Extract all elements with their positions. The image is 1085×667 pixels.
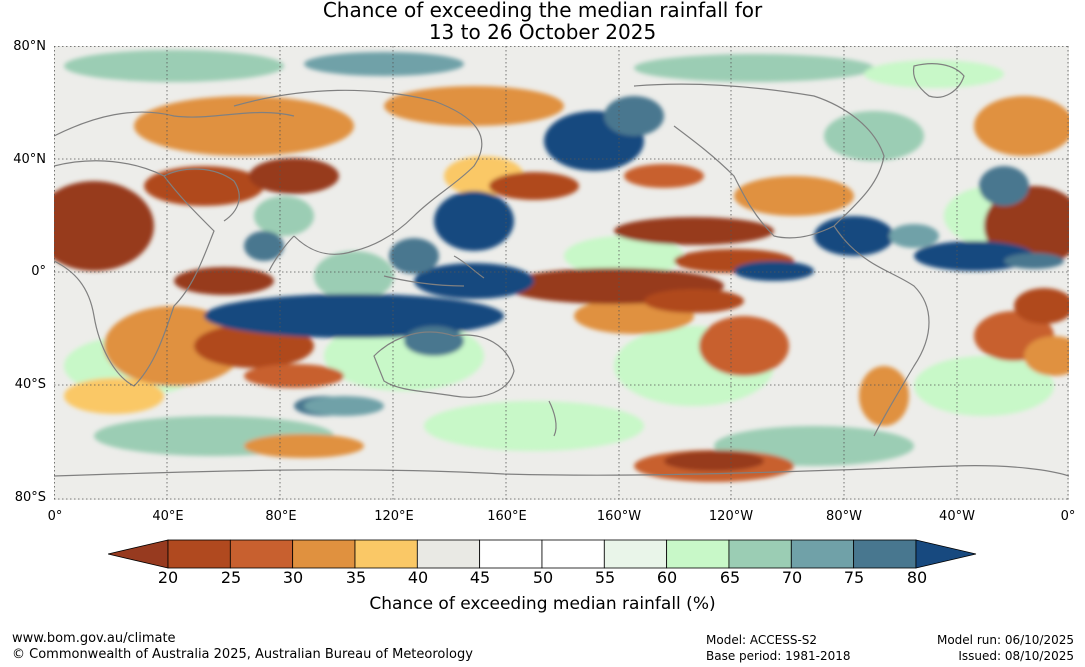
colorbar-tick-60: 60 — [656, 568, 678, 587]
colorbar-tick-75: 75 — [843, 568, 865, 587]
lon-label-80e: 80°E — [265, 509, 297, 524]
map-title-line-1: Chance of exceeding the median rainfall … — [322, 0, 763, 22]
colorbar-swatch-70-75 — [790, 539, 855, 569]
colorbar-swatch-75-80 — [853, 539, 917, 569]
colorbar-tick-65: 65 — [719, 568, 741, 587]
footer-issued: Issued: 08/10/2025 — [958, 649, 1074, 663]
colorbar-tick-70: 70 — [781, 568, 803, 587]
lon-label-40e: 40°E — [152, 509, 184, 524]
colorbar-swatch-55-60 — [603, 539, 668, 569]
colorbar-swatch-25-30 — [229, 539, 294, 569]
lat-label-80s: 80°S — [14, 490, 46, 505]
lat-label-40n: 40°N — [13, 152, 46, 167]
graticule — [54, 46, 1069, 500]
lon-label-120w: 120°W — [708, 509, 754, 524]
colorbar-swatch-60-65 — [666, 539, 730, 569]
lon-label-160e: 160°E — [487, 509, 527, 524]
colorbar-swatch-50-55 — [541, 539, 605, 569]
colorbar-tick-80: 80 — [906, 568, 928, 587]
lon-label-120e: 120°E — [374, 509, 414, 524]
colorbar-tick-35: 35 — [345, 568, 367, 587]
colorbar-swatch-35-40 — [354, 539, 418, 569]
footer-url: www.bom.gov.au/climate — [12, 631, 176, 646]
colorbar-tick-45: 45 — [469, 568, 491, 587]
colorbar-swatch-45-50 — [479, 539, 543, 569]
colorbar-swatch-30-35 — [292, 539, 356, 569]
colorbar-extend-low — [108, 539, 169, 569]
footer-model: Model: ACCESS-S2 — [706, 633, 818, 647]
colorbar-swatch-65-70 — [728, 539, 792, 569]
lon-label-80w: 80°W — [826, 509, 862, 524]
lon-label-0-east: 0° — [1060, 509, 1076, 524]
colorbar-swatch-20-25 — [167, 539, 231, 569]
rainfall-probability-map — [54, 46, 1069, 500]
footer-model-run: Model run: 06/10/2025 — [936, 633, 1074, 647]
map-title-line-2: 13 to 26 October 2025 — [428, 20, 657, 44]
footer-copyright: © Commonwealth of Australia 2025, Austra… — [12, 647, 473, 662]
colorbar-tick-20: 20 — [157, 568, 179, 587]
anomaly-field — [54, 50, 1069, 482]
colorbar — [108, 539, 977, 569]
colorbar-tick-50: 50 — [532, 568, 554, 587]
lon-label-0: 0° — [47, 509, 63, 524]
lat-label-0: 0° — [31, 264, 46, 279]
coastlines — [54, 63, 1069, 477]
lat-label-40s: 40°S — [14, 377, 46, 392]
colorbar-tick-30: 30 — [282, 568, 304, 587]
colorbar-swatch-40-45 — [416, 539, 481, 569]
colorbar-label: Chance of exceeding median rainfall (%) — [369, 594, 716, 614]
lat-label-80n: 80°N — [13, 39, 46, 54]
colorbar-extend-high — [915, 539, 977, 569]
lon-label-160w: 160°W — [596, 509, 642, 524]
colorbar-tick-25: 25 — [220, 568, 242, 587]
lon-label-40w: 40°W — [939, 509, 975, 524]
colorbar-tick-40: 40 — [407, 568, 429, 587]
footer-base-period: Base period: 1981-2018 — [706, 649, 851, 663]
colorbar-tick-55: 55 — [594, 568, 616, 587]
